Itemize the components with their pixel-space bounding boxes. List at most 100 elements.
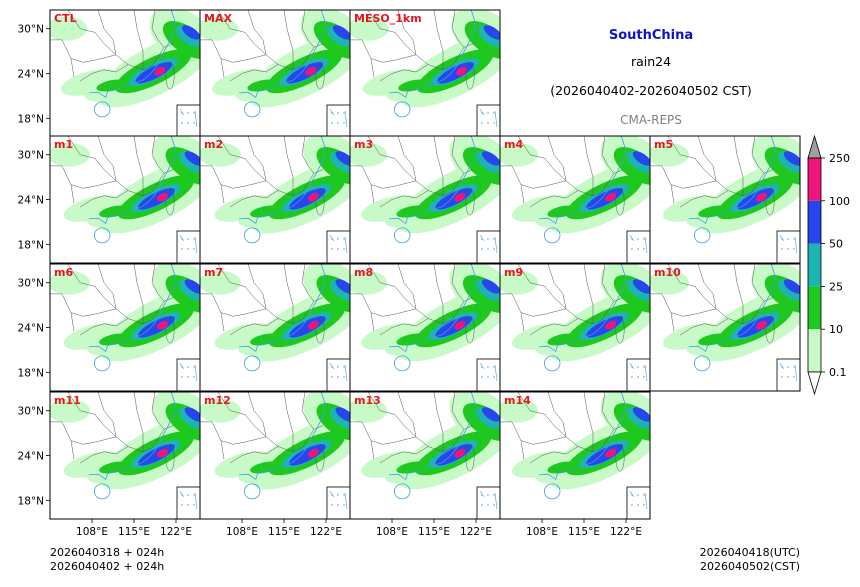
rain-area-extreme [454,448,466,458]
rain-area-light [200,16,239,41]
colorbar-tick-label: 0.1 [829,366,847,379]
province-border [200,39,225,78]
hainan-island [94,483,111,500]
coastline [688,264,776,353]
colorbar-tick-label: 10 [829,323,843,336]
province-border [200,165,225,204]
hainan-island [394,355,411,372]
rain-area-rainstorm [481,151,500,166]
rain-area-extreme [605,448,617,458]
scs-inset [626,486,650,519]
province-border [229,318,279,336]
coastline [88,264,176,353]
rain-area-extreme [454,192,466,202]
rain-area-rainstorm [335,407,350,422]
province-border [433,136,444,196]
province-border [350,421,375,460]
hainan-island [244,483,261,500]
rain-area-light [650,270,689,295]
rain-area-rainstorm [481,407,500,422]
rain-area-rainstorm [783,279,800,294]
rain-area-moderate [99,333,129,346]
hainan-island [694,355,711,372]
panel-frame [499,391,651,520]
province-border [529,446,579,464]
hainan-island [94,227,111,244]
province-border [220,308,267,317]
province-border [220,54,267,63]
province-border [433,264,444,324]
rain-area-light [350,270,388,295]
province-border [50,165,75,204]
province-border [433,10,444,70]
panel-label: m13 [354,394,381,407]
rain-area-light [500,398,539,423]
rain-area-extreme [756,192,768,202]
rain-area-rainstorm [335,151,350,166]
rain-area-rainstorm [632,407,650,422]
province-border [283,136,294,196]
scs-inset [326,486,350,519]
province-border [79,318,129,336]
province-border [397,136,417,181]
coastline [538,136,626,225]
rain-area-light [50,270,90,295]
panel-label: m8 [354,266,373,279]
rain-area-rainstorm [632,279,650,294]
hainan-island [544,483,561,500]
taiwan-island [465,188,475,216]
rain-area-rainstorm [335,279,350,294]
coastline [238,136,326,225]
rain-area-extreme [305,66,317,76]
scs-inset [176,486,200,519]
rain-area-extreme [605,320,617,330]
province-border [397,10,417,55]
province-border [500,293,525,332]
province-border [229,446,279,464]
province-border [370,308,417,317]
rain-area-light [350,398,388,423]
panel-label: MAX [204,12,232,25]
rain-area-moderate [250,461,280,474]
province-border [97,264,117,309]
province-border [679,318,729,336]
model-title: CMA-REPS [620,113,682,127]
coastline [88,136,176,225]
province-border [70,308,117,317]
scs-inset [476,486,500,519]
panel-map [650,136,800,263]
rain-area-moderate [99,205,129,218]
panel-label: m2 [204,138,223,151]
taiwan-island [165,444,175,472]
colorbar-segment [808,243,821,287]
province-border [50,421,75,460]
init-time-cst: 2026040402 + 024h [50,560,164,573]
scs-inset [476,230,500,263]
colorbar-tick-label: 25 [829,280,843,293]
coastline [688,136,776,225]
lon-tick-label: 115°E [268,526,300,538]
panel-map [50,136,200,263]
lat-tick-label: 18°N [18,113,44,125]
province-border [133,10,144,70]
rain-area-extreme [605,192,617,202]
panel-m12: m12 [199,391,351,520]
coastline [238,264,326,353]
panel-map [200,264,350,391]
taiwan-island [465,444,475,472]
panel-grid: CTL MAX MESO_1km m1 m2 m3 m4 m5 m6 m7 m8 m9 m10 m11 m1… [49,9,801,520]
province-border [670,180,717,189]
header-text: SouthChina rain24 (2026040402-2026040502… [550,28,752,127]
panel-label: m12 [204,394,231,407]
province-border [697,136,717,181]
footer: 2026040318 + 024h 2026040402 + 024h 2026… [50,546,800,573]
colorbar-tick-label: 100 [829,195,850,208]
coastline [538,264,626,353]
scs-inset [776,358,800,391]
rain-area-light [650,142,689,167]
valid-time-cst: 2026040502(CST) [700,560,800,573]
scs-inset [476,358,500,391]
panel-map [650,264,800,391]
taiwan-island [315,316,325,344]
